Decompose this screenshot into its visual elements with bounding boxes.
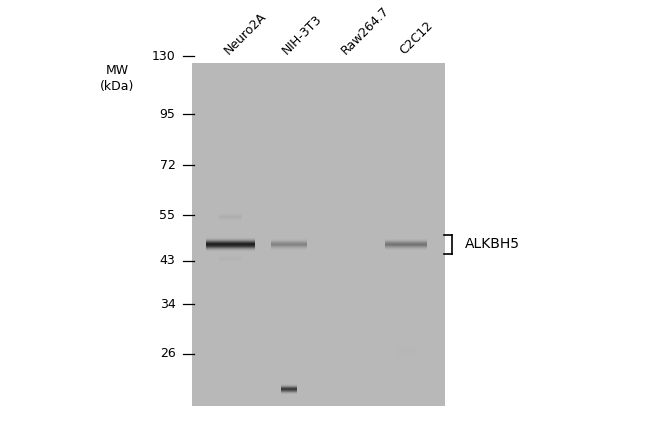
Bar — [192, 63, 445, 406]
Text: ALKBH5: ALKBH5 — [465, 237, 520, 252]
Text: 34: 34 — [160, 298, 176, 311]
Text: MW
(kDa): MW (kDa) — [100, 64, 134, 93]
Text: Neuro2A: Neuro2A — [222, 10, 269, 57]
Text: Raw264.7: Raw264.7 — [339, 4, 392, 57]
Text: 55: 55 — [159, 209, 176, 222]
Text: 26: 26 — [160, 347, 176, 360]
Text: C2C12: C2C12 — [397, 19, 436, 57]
Text: NIH-3T3: NIH-3T3 — [280, 13, 325, 57]
Text: 95: 95 — [160, 108, 176, 121]
Text: 43: 43 — [160, 254, 176, 267]
Text: 130: 130 — [151, 49, 176, 62]
Text: 72: 72 — [160, 159, 176, 172]
